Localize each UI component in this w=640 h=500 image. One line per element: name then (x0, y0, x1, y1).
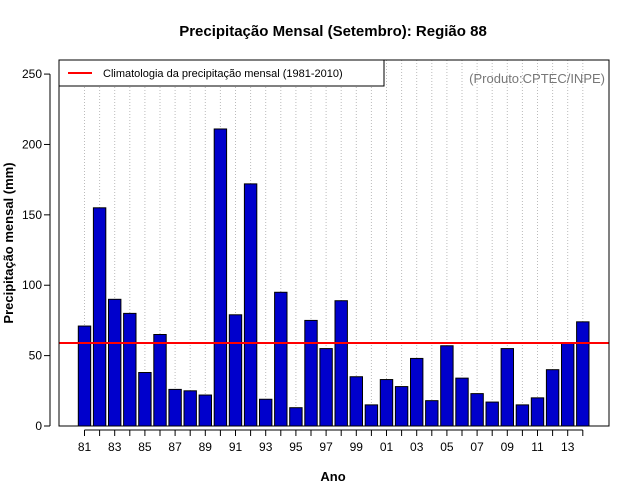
x-tick-label: 09 (501, 440, 515, 454)
bar-84 (123, 312, 137, 427)
bar-90 (213, 128, 228, 427)
bar-03 (410, 357, 424, 427)
bar-10 (515, 404, 530, 427)
bar-09 (500, 348, 515, 427)
bar-88 (183, 390, 197, 427)
y-axis-label: Precipitação mensal (mm) (1, 162, 16, 323)
bar-11 (530, 397, 545, 427)
y-tick-label: 250 (22, 67, 42, 81)
x-axis-label: Ano (320, 469, 345, 484)
x-tick-label: 03 (410, 440, 424, 454)
y-tick-label: 100 (22, 278, 42, 292)
bar-86 (153, 334, 167, 427)
bar-02 (394, 386, 409, 427)
bar-07 (470, 393, 484, 427)
x-tick-label: 97 (319, 440, 333, 454)
legend: Climatologia da precipitação mensal (198… (58, 59, 385, 87)
x-tick-label: 11 (531, 440, 544, 454)
x-tick-label: 83 (108, 440, 122, 454)
y-tick-label: 200 (22, 137, 42, 151)
bar-14 (576, 321, 590, 427)
x-tick-label: 85 (138, 440, 152, 454)
plot-frame (58, 59, 610, 427)
bar-99 (349, 376, 364, 427)
product-credit: (Produto:CPTEC/INPE) (469, 71, 605, 86)
x-tick-label: 13 (561, 440, 575, 454)
bar-83 (108, 298, 122, 427)
bar-04 (425, 400, 439, 427)
x-tick-label: 91 (229, 440, 243, 454)
bar-94 (274, 291, 288, 427)
bars (77, 128, 590, 427)
bar-87 (168, 388, 182, 427)
y-tick-label: 0 (35, 419, 42, 433)
x-tick-label: 93 (259, 440, 273, 454)
x-tick-label: 89 (199, 440, 213, 454)
bar-13 (561, 342, 575, 427)
x-tick-label: 87 (168, 440, 182, 454)
y-axis: 0 50 100 150 200 250 (22, 67, 51, 433)
bar-89 (198, 394, 213, 427)
bar-92 (243, 183, 258, 427)
bar-00 (364, 404, 379, 427)
x-tick-label: 01 (380, 440, 394, 454)
bar-12 (545, 369, 560, 427)
bar-81 (77, 325, 92, 427)
bar-08 (485, 401, 499, 427)
bar-06 (455, 377, 469, 427)
bar-91 (228, 314, 243, 427)
x-tick-label: 05 (440, 440, 454, 454)
y-tick-label: 150 (22, 208, 42, 222)
grid-lines (84, 60, 584, 426)
bar-05 (440, 345, 454, 427)
x-tick-label: 99 (350, 440, 364, 454)
bar-85 (138, 372, 152, 427)
bar-97 (319, 348, 333, 427)
x-tick-label: 95 (289, 440, 303, 454)
bar-93 (259, 398, 273, 427)
bar-82 (92, 207, 107, 427)
x-axis: 81 83 85 87 89 91 93 95 97 99 01 03 05 07 09 11 13 (78, 429, 584, 454)
bar-01 (379, 379, 394, 427)
legend-label: Climatologia da precipitação mensal (198… (103, 68, 343, 80)
y-tick-label: 50 (29, 349, 43, 363)
chart-title: Precipitação Mensal (Setembro): Região 8… (179, 23, 487, 40)
bar-95 (289, 407, 303, 427)
bar-98 (334, 300, 348, 427)
bar-96 (304, 319, 318, 427)
x-tick-label: 81 (78, 440, 92, 454)
legend-box (58, 59, 385, 87)
x-tick-label: 07 (470, 440, 484, 454)
